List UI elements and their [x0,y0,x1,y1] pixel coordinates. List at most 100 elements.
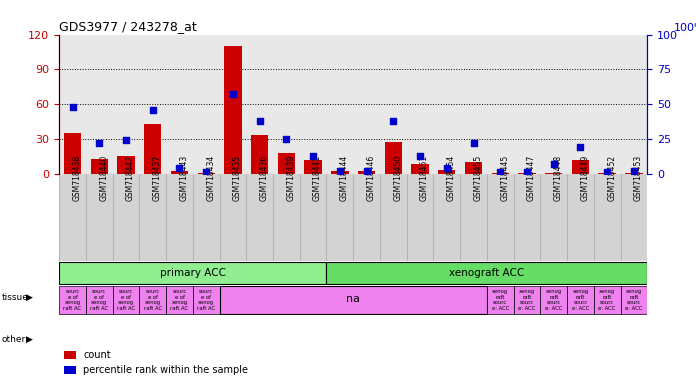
Bar [113,174,139,261]
Bar [594,286,621,314]
Point [120,137,132,143]
Bar [487,174,514,261]
Text: tissue: tissue [1,293,29,302]
Bar [625,172,642,174]
Bar [491,172,509,174]
Text: GSM718444: GSM718444 [340,155,349,201]
Text: GSM718448: GSM718448 [554,155,562,201]
Bar [90,159,108,174]
Bar [273,174,300,261]
Point [228,91,239,98]
Text: GSM718439: GSM718439 [286,155,295,201]
Point [575,144,586,151]
Bar [567,174,594,261]
Bar [224,46,242,174]
Bar [331,171,349,174]
Text: GDS3977 / 243278_at: GDS3977 / 243278_at [59,20,197,33]
Bar [599,172,616,174]
Bar [246,174,273,261]
Text: GSM718442: GSM718442 [126,155,135,201]
Bar [251,136,269,174]
Text: xenograft ACC: xenograft ACC [449,268,525,278]
Bar [358,171,375,174]
Bar [514,286,540,314]
Text: sourc
e of
xenog
raft AC: sourc e of xenog raft AC [117,289,135,311]
Text: GSM718447: GSM718447 [527,155,536,201]
Text: other: other [1,335,26,344]
Bar [411,164,429,174]
Text: sourc
e of
xenog
raft AC: sourc e of xenog raft AC [171,289,189,311]
Text: GSM718449: GSM718449 [580,155,590,201]
Bar [571,160,589,174]
Bar [621,174,647,261]
Text: primary ACC: primary ACC [160,268,226,278]
Bar [438,170,455,174]
Point [147,107,158,113]
Text: GSM718454: GSM718454 [447,155,456,201]
Bar [219,174,246,261]
Point [200,169,212,175]
Bar [171,171,188,174]
Bar [354,174,380,261]
Bar [465,162,482,174]
Bar [113,286,139,314]
Text: sourc
e of
xenog
raft AC: sourc e of xenog raft AC [90,289,109,311]
Text: xenog
raft
sourc
e: ACC: xenog raft sourc e: ACC [571,289,589,311]
Text: xenog
raft
sourc
e: ACC: xenog raft sourc e: ACC [545,289,562,311]
Bar [198,172,215,174]
Bar [385,142,402,174]
Point [174,165,185,171]
Text: GSM718455: GSM718455 [473,155,482,201]
Bar [139,174,166,261]
Bar [545,172,562,174]
Bar [621,286,647,314]
Bar [86,286,113,314]
Point [361,168,372,174]
Bar [193,174,219,261]
Text: GSM718434: GSM718434 [206,155,215,201]
Text: na: na [346,295,361,305]
Bar [166,286,193,314]
Bar [567,286,594,314]
Text: sourc
e of
xenog
raft AC: sourc e of xenog raft AC [143,289,161,311]
Point [441,165,452,171]
Bar [118,156,135,174]
Bar [380,174,406,261]
Text: GSM718445: GSM718445 [500,155,509,201]
Text: GSM718435: GSM718435 [233,155,242,201]
Bar [460,174,487,261]
Text: GSM718451: GSM718451 [420,155,429,201]
Text: xenog
raft
sourc
e: ACC: xenog raft sourc e: ACC [519,289,536,311]
Text: xenog
raft
sourc
e: ACC: xenog raft sourc e: ACC [491,289,509,311]
Bar [64,133,81,174]
Text: GSM718440: GSM718440 [100,155,109,201]
Legend: count, percentile rank within the sample: count, percentile rank within the sample [64,351,248,375]
Bar [278,153,295,174]
Bar [487,286,514,314]
Bar [406,174,434,261]
Text: sourc
e of
xenog
raft AC: sourc e of xenog raft AC [63,289,81,311]
Bar [519,172,536,174]
Bar [139,286,166,314]
Point [334,168,345,174]
Point [415,152,426,159]
Text: xenog
raft
sourc
e: ACC: xenog raft sourc e: ACC [599,289,616,311]
Point [94,140,105,146]
Text: GSM718443: GSM718443 [180,155,189,201]
Text: GSM718441: GSM718441 [313,155,322,201]
Text: GSM718446: GSM718446 [367,155,376,201]
Bar [540,174,567,261]
Bar [193,286,219,314]
Bar [304,160,322,174]
Bar [326,174,354,261]
Text: ▶: ▶ [26,293,33,302]
Point [628,168,640,174]
Text: GSM718452: GSM718452 [607,155,616,201]
Text: ▶: ▶ [26,335,33,344]
Text: GSM718450: GSM718450 [393,155,402,201]
Bar [219,286,487,314]
Point [601,169,612,175]
Point [548,161,560,167]
Text: GSM718438: GSM718438 [72,155,81,201]
Point [468,140,479,146]
